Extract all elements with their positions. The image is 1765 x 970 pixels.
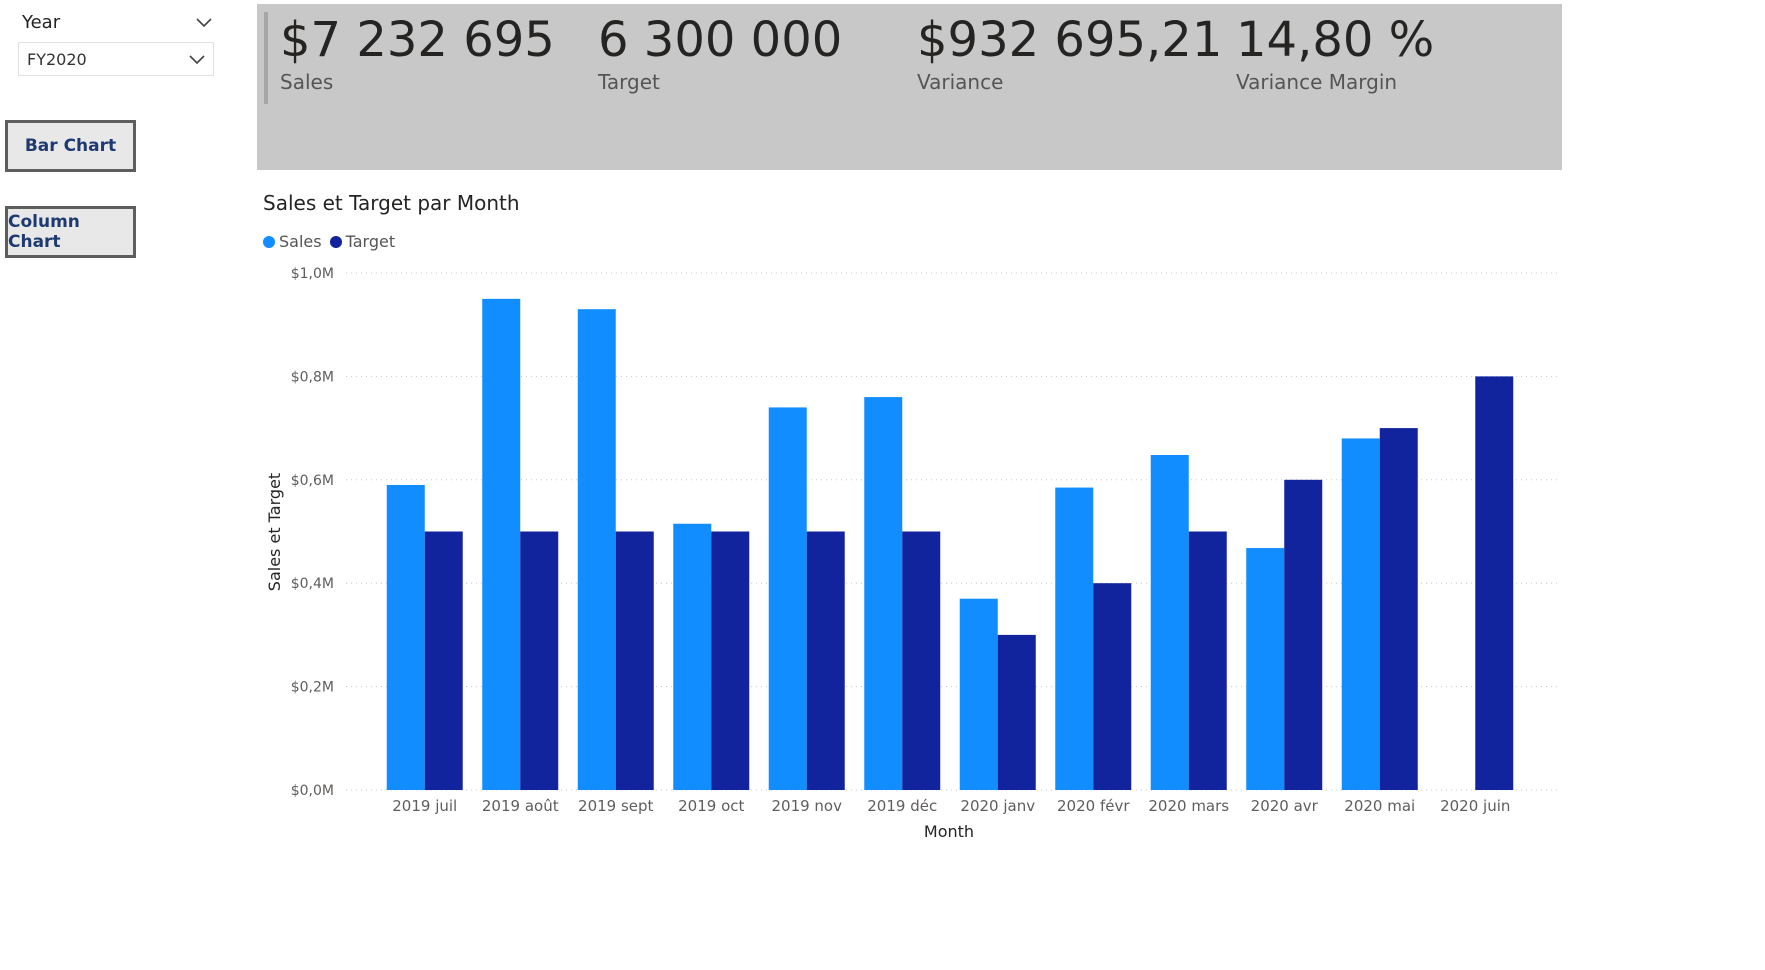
bar-sales[interactable]: [864, 397, 903, 790]
slicer-header[interactable]: Year: [18, 8, 214, 36]
bar-sales[interactable]: [577, 309, 616, 790]
legend-item-target[interactable]: Target: [329, 232, 396, 251]
bar-target[interactable]: [520, 531, 559, 791]
x-tick-label: 2019 juil: [392, 797, 457, 815]
bar-sales[interactable]: [482, 298, 521, 790]
year-dropdown-value: FY2020: [27, 49, 87, 69]
x-tick-label: 2020 mai: [1344, 797, 1415, 815]
kpi-variance-label: Variance: [917, 69, 1004, 94]
bar-chart-button[interactable]: Bar Chart: [5, 120, 136, 172]
chevron-down-icon[interactable]: [194, 12, 214, 32]
bar-sales[interactable]: [1246, 548, 1285, 790]
y-tick-label: $0,6M: [291, 473, 334, 489]
kpi-target-value: 6 300 000: [598, 12, 843, 68]
bar-target[interactable]: [1379, 428, 1418, 790]
y-tick-label: $0,2M: [291, 680, 334, 696]
bar-target[interactable]: [806, 531, 845, 791]
y-axis-title: Sales et Target: [265, 473, 284, 591]
kpi-variance-card: $932 695,21 Variance: [917, 12, 1222, 94]
bar-target[interactable]: [424, 531, 463, 791]
bar-sales[interactable]: [1055, 487, 1094, 790]
bar-target[interactable]: [615, 531, 654, 791]
chart-legend: Sales Target: [263, 232, 403, 251]
y-tick-label: $1,0M: [291, 266, 334, 282]
legend-label-target: Target: [345, 232, 396, 251]
bar-sales[interactable]: [768, 407, 807, 790]
bar-target[interactable]: [1188, 531, 1227, 791]
x-tick-label: 2020 janv: [960, 797, 1035, 815]
x-tick-label: 2019 août: [482, 797, 559, 815]
legend-label-sales: Sales: [279, 232, 322, 251]
y-tick-label: $0,8M: [291, 369, 334, 385]
kpi-sales-value: $7 232 695: [280, 12, 555, 68]
legend-item-sales[interactable]: Sales: [263, 232, 322, 251]
y-tick-label: $0,0M: [291, 783, 334, 799]
bar-sales[interactable]: [1150, 454, 1189, 790]
bar-sales[interactable]: [1341, 438, 1380, 790]
chevron-down-icon[interactable]: [187, 49, 207, 69]
kpi-variance-margin-card: 14,80 % Variance Margin: [1236, 12, 1434, 94]
x-axis-title: Month: [924, 822, 974, 841]
y-axis-labels: $0,0M $0,2M $0,4M $0,6M $0,8M $1,0M: [291, 266, 334, 799]
x-tick-label: 2019 nov: [771, 797, 842, 815]
bar-sales[interactable]: [673, 523, 712, 790]
bar-target[interactable]: [1093, 583, 1132, 790]
bar-target[interactable]: [997, 634, 1036, 790]
y-tick-label: $0,4M: [291, 576, 334, 592]
x-axis-labels: 2019 juil 2019 août 2019 sept 2019 oct 2019 …: [392, 797, 1510, 815]
kpi-sales-card: $7 232 695 Sales: [280, 12, 555, 94]
year-dropdown[interactable]: FY2020: [18, 42, 214, 76]
legend-dot-sales: [263, 235, 275, 248]
x-tick-label: 2019 sept: [578, 797, 654, 815]
bar-target[interactable]: [1475, 376, 1514, 790]
slicer-title: Year: [22, 11, 61, 33]
column-chart-button[interactable]: Column Chart: [5, 206, 136, 258]
kpi-variance-value: $932 695,21: [917, 12, 1223, 68]
x-tick-label: 2020 mars: [1148, 797, 1229, 815]
bar-target[interactable]: [902, 531, 941, 791]
x-tick-label: 2020 févr: [1057, 797, 1130, 815]
kpi-variance-margin-value: 14,80 %: [1236, 12, 1435, 68]
x-tick-label: 2019 oct: [678, 797, 744, 815]
kpi-accent-bar: [264, 12, 268, 104]
kpi-variance-margin-label: Variance Margin: [1236, 69, 1398, 94]
bars: [386, 298, 1514, 791]
kpi-band: [257, 4, 1562, 170]
year-slicer: Year FY2020: [18, 8, 214, 76]
bar-sales[interactable]: [386, 484, 425, 790]
kpi-target-card: 6 300 000 Target: [598, 12, 842, 94]
x-tick-label: 2020 avr: [1251, 797, 1319, 815]
bar-target[interactable]: [1284, 479, 1323, 790]
bar-sales[interactable]: [959, 598, 998, 790]
chart-title: Sales et Target par Month: [263, 191, 520, 215]
x-tick-label: 2019 déc: [867, 797, 937, 815]
bar-target[interactable]: [711, 531, 750, 791]
legend-dot-target: [329, 235, 342, 248]
kpi-sales-label: Sales: [280, 69, 334, 94]
kpi-target-label: Target: [598, 69, 660, 94]
x-tick-label: 2020 juin: [1440, 797, 1510, 815]
